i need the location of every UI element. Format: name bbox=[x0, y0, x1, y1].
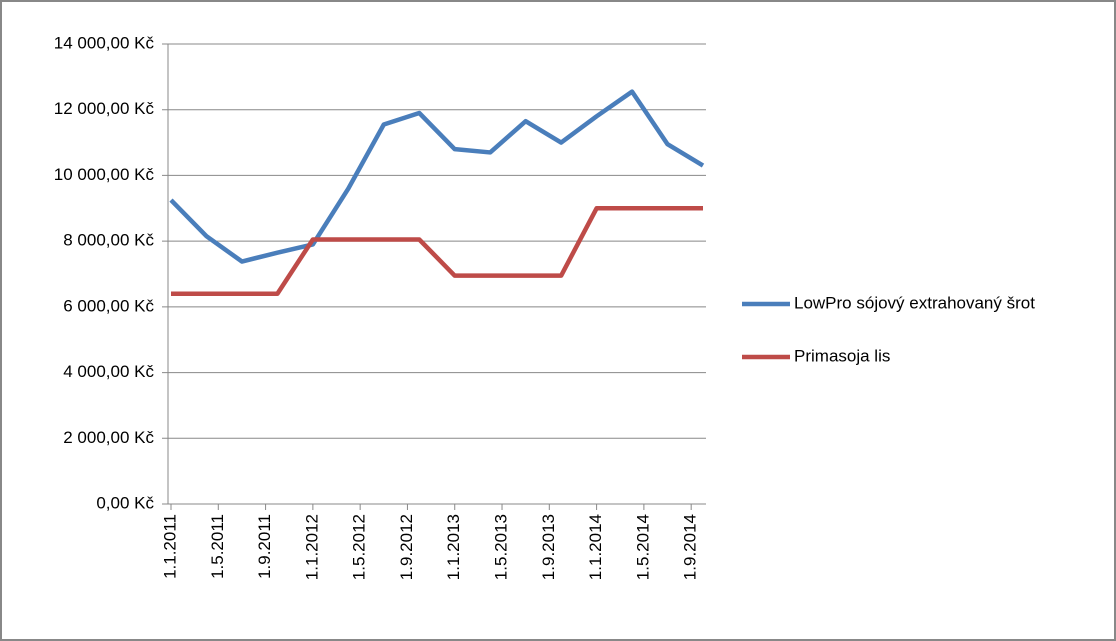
x-tick-label: 1.9.2013 bbox=[539, 514, 558, 580]
legend-label: Primasoja lis bbox=[794, 346, 890, 365]
y-tick-label: 2 000,00 Kč bbox=[63, 428, 154, 447]
x-tick-label: 1.9.2014 bbox=[681, 514, 700, 580]
x-tick-label: 1.5.2011 bbox=[208, 514, 227, 579]
x-tick-label: 1.5.2014 bbox=[633, 514, 652, 580]
series-line bbox=[169, 89, 705, 264]
series-line bbox=[171, 206, 703, 296]
x-tick-label: 1.1.2012 bbox=[302, 514, 321, 580]
x-tick-label: 1.9.2011 bbox=[255, 514, 274, 579]
x-tick-label: 1.5.2012 bbox=[350, 514, 369, 580]
x-tick-label: 1.1.2011 bbox=[160, 514, 179, 579]
x-tick-label: 1.5.2013 bbox=[492, 514, 511, 580]
x-tick-label: 1.9.2012 bbox=[397, 514, 416, 580]
y-tick-label: 8 000,00 Kč bbox=[63, 231, 154, 250]
y-tick-label: 12 000,00 Kč bbox=[54, 99, 155, 118]
y-tick-label: 0,00 Kč bbox=[96, 493, 154, 512]
x-tick-label: 1.1.2014 bbox=[586, 514, 605, 580]
y-tick-label: 14 000,00 Kč bbox=[54, 33, 155, 52]
y-tick-label: 10 000,00 Kč bbox=[54, 165, 155, 184]
legend-label: LowPro sójový extrahovaný šrot bbox=[794, 293, 1035, 312]
x-tick-label: 1.1.2013 bbox=[444, 514, 463, 580]
y-tick-label: 6 000,00 Kč bbox=[63, 296, 154, 315]
y-tick-label: 4 000,00 Kč bbox=[63, 362, 154, 381]
